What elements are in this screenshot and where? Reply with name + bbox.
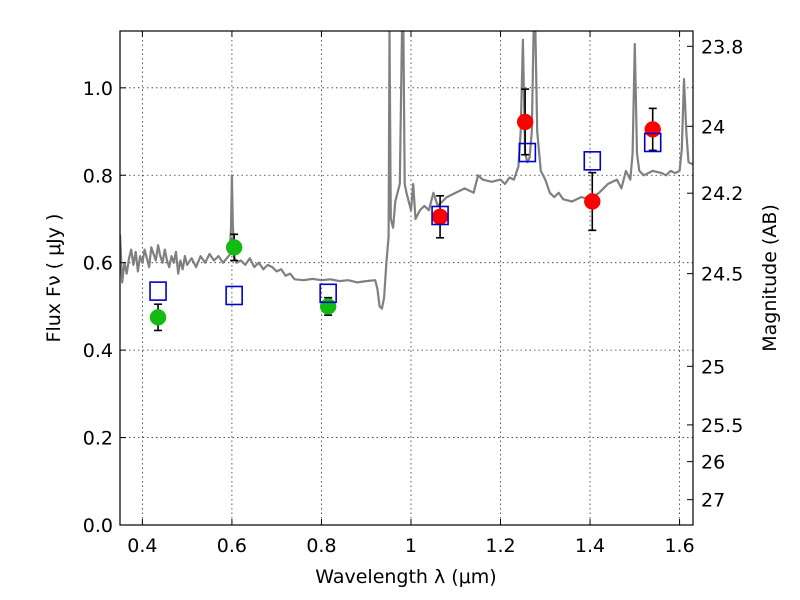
axis-ticks: 0.4 0.6 0.8 1 1.2 1.4 1.6 0.0 0.2 0.4 0.6 0.8 1.0 23.…: [83, 31, 743, 557]
y-tick-label: 0.2: [83, 428, 113, 450]
y2-tick-label: 24.5: [701, 264, 743, 286]
y2-tick-label: 24.2: [701, 183, 743, 205]
y-tick-label: 0.4: [83, 340, 113, 362]
y2-axis-title: Magnitude (AB): [759, 204, 781, 352]
spectrum-line: [120, 31, 693, 310]
model-square-marker: [643, 132, 662, 153]
y2-tick-label: 25.5: [701, 415, 743, 437]
model-square-marker: [319, 283, 337, 304]
model-square-marker: [149, 281, 167, 301]
y2-tick-label: 26: [701, 452, 725, 474]
x-tick-label: 0.6: [217, 535, 247, 557]
y2-tick-label: 23.8: [701, 36, 743, 58]
x-tick-label: 0.4: [127, 535, 157, 557]
red-photometry-point: [516, 113, 534, 131]
model-square-marker: [225, 285, 243, 306]
spectrum-layer: [120, 31, 693, 310]
x-axis-title: Wavelength λ (μm): [315, 566, 496, 588]
red-photometry-point: [431, 208, 449, 226]
x-tick-label: 1.6: [664, 535, 694, 557]
green-photometry-point: [225, 239, 243, 256]
model-square-marker: [518, 142, 537, 163]
y2-tick-label: 25: [701, 356, 725, 378]
plot-frame: [119, 30, 694, 526]
x-tick-label: 1.4: [575, 535, 605, 557]
red-photometry-point: [584, 193, 601, 210]
y-tick-label: 0.8: [83, 165, 113, 187]
green-photometry-point: [319, 298, 337, 315]
green-photometry-point: [149, 309, 167, 326]
y-tick-label: 0.0: [83, 515, 113, 537]
red-photometry-point: [644, 121, 661, 138]
model-square-marker: [431, 205, 449, 226]
error-bars: [154, 88, 657, 332]
model-square-marker: [583, 151, 602, 171]
y-axis-title: Flux Fν ( μJy ): [43, 214, 65, 343]
x-tick-label: 1.2: [485, 535, 515, 557]
x-tick-label: 1: [405, 535, 417, 557]
grid-lines: [120, 31, 693, 526]
x-tick-label: 0.8: [306, 535, 336, 557]
y2-tick-label: 24: [701, 116, 725, 138]
y-tick-label: 1.0: [83, 78, 113, 100]
y2-tick-label: 27: [701, 490, 725, 512]
data-markers: [149, 113, 662, 326]
y-tick-label: 0.6: [83, 253, 113, 275]
